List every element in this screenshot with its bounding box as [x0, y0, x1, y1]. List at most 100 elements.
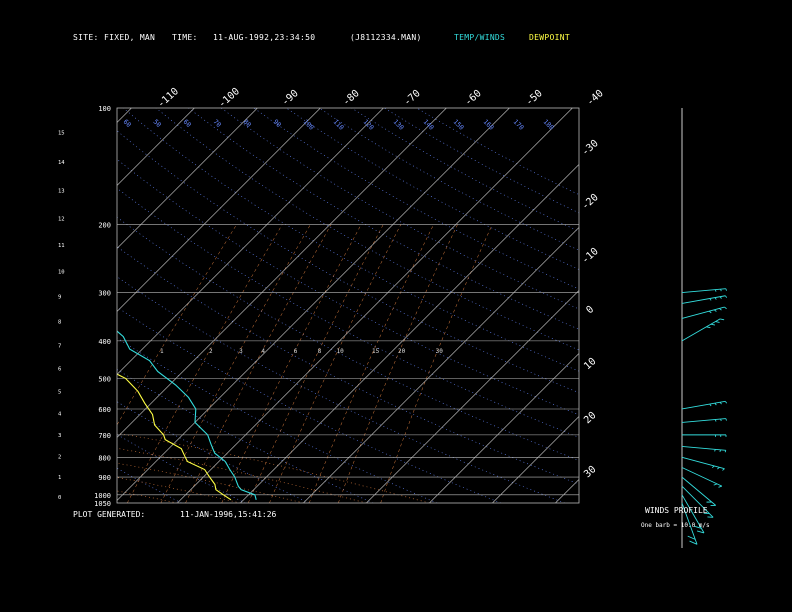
adiabat-label: 60 — [122, 118, 133, 129]
plot-frame — [116, 107, 580, 504]
wind-barb-flag — [687, 535, 696, 540]
wind-barb — [681, 288, 726, 294]
dry-adiabat-line — [117, 337, 438, 503]
mixing-ratio-line — [380, 224, 493, 503]
winds-profile — [681, 108, 728, 548]
isobars — [117, 224, 579, 496]
adiabat-label: 160 — [482, 118, 496, 132]
wind-barb-flag — [719, 296, 722, 299]
pressure-tick-label: 900 — [98, 474, 111, 482]
height-tick-label: 9 — [58, 295, 61, 301]
wind-barb — [681, 295, 726, 304]
mixing-ratio-line — [185, 224, 332, 503]
height-tick-label: 7 — [58, 343, 61, 349]
height-tick-label: 8 — [58, 319, 61, 325]
height-tick-label: 10 — [58, 269, 65, 275]
isotherm-line — [117, 108, 258, 249]
height-tick-label: 1 — [58, 475, 61, 481]
winds-profile-note: One barb = 10.0 m/s — [641, 522, 710, 529]
isotherm-line — [117, 108, 447, 438]
dry-adiabat-line — [0, 108, 54, 503]
isotherm-line — [117, 108, 321, 312]
right-temp-label: 10 — [582, 356, 598, 372]
dry-adiabat-line — [123, 108, 579, 372]
mixing-ratio-label: 2 — [209, 348, 213, 355]
dry-adiabat-line — [416, 108, 579, 195]
top-temp-label: -40 — [585, 88, 606, 108]
adiabat-label: 90 — [272, 118, 283, 129]
isotherm-line — [555, 478, 579, 503]
wind-barb — [681, 476, 716, 506]
mixing-ratio-line — [269, 224, 402, 503]
legend-dewpoint: DEWPOINT — [529, 33, 570, 42]
moist-adiabat-line — [117, 477, 241, 503]
isotherm-line — [117, 108, 384, 375]
mixing-ratio-label: 10 — [337, 348, 345, 355]
adiabat-label: 170 — [512, 118, 526, 132]
wind-barb-flag — [724, 306, 727, 310]
pressure-tick-label: 100 — [98, 105, 111, 113]
isotherm-line — [240, 163, 579, 503]
wind-barb-flag — [719, 308, 722, 311]
isotherm-line — [429, 352, 579, 503]
wind-barb-flag — [713, 483, 718, 486]
wind-barb-flag — [709, 298, 712, 301]
wind-barb-flag — [719, 449, 721, 452]
site-value: FIXED, MAN — [104, 33, 156, 42]
wind-barb-flag — [714, 309, 717, 312]
mixing-ratio-line — [338, 224, 458, 503]
mixing-ratio-line — [127, 224, 283, 503]
height-tick-label: 11 — [58, 243, 65, 249]
dry-adiabat-line — [117, 434, 246, 503]
wind-barb — [681, 456, 725, 470]
moist-adiabat-line — [0, 224, 114, 503]
wind-barb-flag — [718, 485, 723, 488]
top-temp-label: -80 — [341, 88, 362, 108]
dry-adiabat-line — [188, 108, 579, 330]
time-value: 11-AUG-1992,23:34:50 — [213, 33, 316, 42]
winds-profile-title: WINDS PROFILE — [645, 506, 708, 515]
height-tick-label: 0 — [58, 495, 61, 501]
wind-barb-flag — [714, 402, 717, 406]
wind-barb-flag — [696, 530, 705, 534]
moist-adiabat-line — [117, 490, 178, 503]
isotherm-line — [0, 108, 5, 503]
dewpoint-profile-line — [117, 373, 232, 501]
wind-barb — [681, 418, 726, 423]
height-tick-label: 15 — [58, 130, 65, 136]
dry-adiabat-line — [117, 246, 579, 485]
wind-barb-flag — [724, 450, 727, 453]
adiabat-label: 120 — [362, 118, 376, 132]
top-temp-label: -70 — [402, 88, 423, 108]
height-tick-label: 6 — [58, 367, 61, 373]
temperature-profile-line — [117, 330, 257, 500]
moist-adiabat-line — [117, 448, 367, 503]
right-temp-label: -10 — [580, 246, 601, 266]
wind-barb-flag — [719, 402, 722, 405]
height-tick-label: 5 — [58, 389, 61, 395]
mixing-ratio-line — [247, 224, 384, 503]
generated-value: 11-JAN-1996,15:41:26 — [180, 510, 277, 519]
mixing-ratio-line — [221, 224, 362, 503]
wind-barb-flag — [706, 326, 711, 329]
wind-barb-flag — [709, 403, 712, 407]
sounding-series — [117, 330, 257, 501]
dry-adiabat-line — [117, 401, 310, 503]
wind-barb — [681, 485, 714, 518]
right-temp-label: -20 — [580, 192, 601, 212]
right-temp-label: 20 — [582, 410, 598, 426]
mixing-ratio-label: 20 — [398, 348, 406, 355]
wind-barb-flag — [715, 321, 720, 323]
mixing-ratio-label: 1 — [160, 348, 164, 355]
wind-barb-flag — [717, 466, 720, 470]
wind-barb — [681, 400, 726, 410]
dry-adiabat-line — [117, 369, 374, 503]
wind-barb-flag — [725, 418, 727, 421]
mixing-ratio-line — [308, 224, 434, 503]
right-temp-label: 0 — [584, 304, 596, 316]
wind-barb-flag — [720, 418, 722, 422]
dry-adiabat-line — [351, 108, 579, 232]
pressure-tick-label: 1000 — [94, 492, 111, 500]
pressure-tick-label: 700 — [98, 432, 111, 440]
moist-adiabat-line — [0, 224, 51, 503]
